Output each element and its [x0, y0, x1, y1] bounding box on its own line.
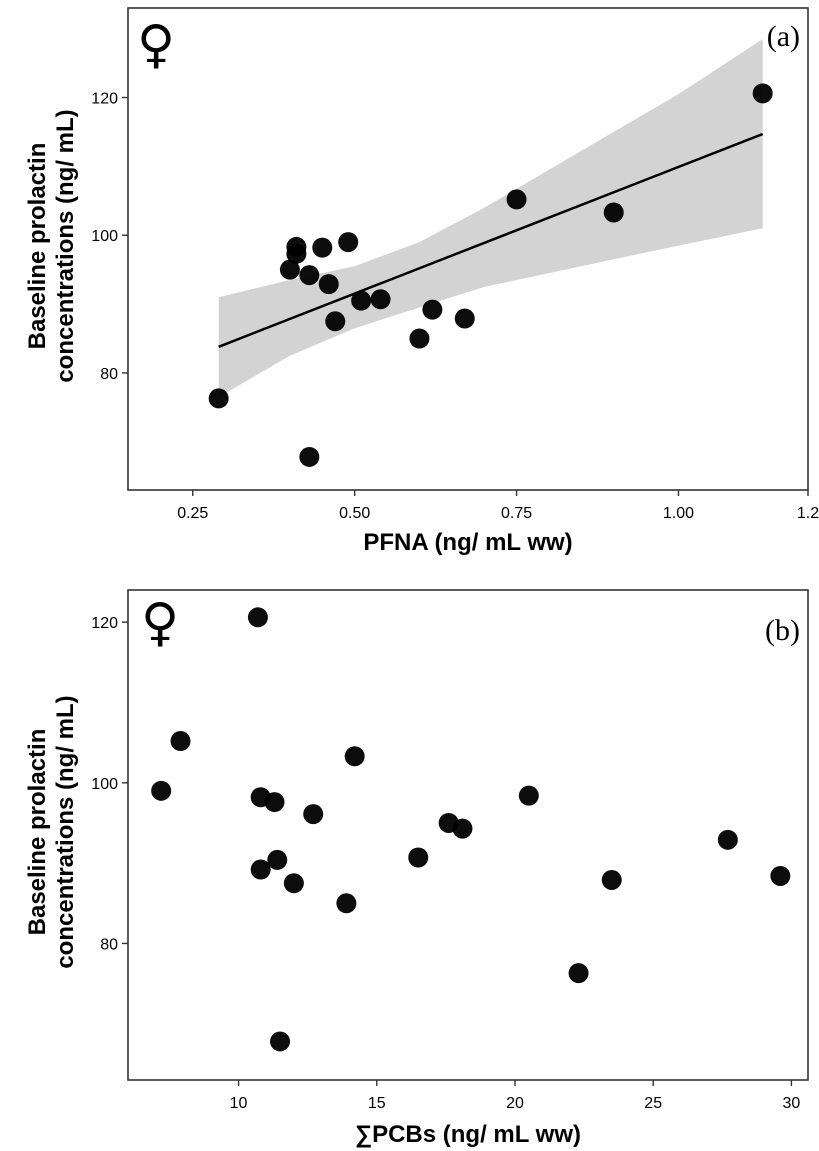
data-point	[336, 893, 357, 914]
y-tick-label: 120	[91, 91, 118, 108]
panel-label-a: (a)	[767, 20, 800, 53]
x-axis-label-b: ∑PCBs (ng/ mL ww)	[355, 1121, 581, 1148]
data-point	[568, 963, 589, 984]
x-tick-label: 1.2	[797, 505, 819, 522]
data-point	[506, 189, 527, 210]
y-axis-label-line1-a: Baseline prolactin	[24, 143, 51, 350]
plot-frame-b	[127, 589, 809, 1081]
data-point	[752, 83, 773, 104]
panel-label-b: (b)	[765, 614, 800, 647]
x-tick-label: 1.00	[663, 505, 694, 522]
data-point	[370, 289, 391, 310]
panel-b: 10 15 20 25 30 80 100 120 Baseline prolactin co…	[24, 589, 809, 1148]
panel-a: 0.25 0.50 0.75 1.00 1.2 80 100 120 Baseline pro…	[24, 7, 819, 556]
female-symbol-icon-a: ♀	[137, 15, 175, 75]
y-tick-label: 100	[91, 228, 118, 245]
data-point	[601, 869, 622, 890]
data-point	[351, 290, 372, 311]
data-point	[283, 873, 304, 894]
data-point	[303, 804, 324, 825]
regression-line-a	[218, 132, 764, 348]
data-point	[264, 792, 285, 813]
x-axis-label-a: PFNA (ng/ mL ww)	[363, 529, 572, 556]
x-tick-label: 20	[506, 1095, 524, 1112]
x-tick-label: 0.25	[177, 505, 208, 522]
x-tick-label: 0.50	[339, 505, 370, 522]
data-point	[299, 446, 320, 467]
female-symbol-icon-b: ♀	[141, 593, 179, 653]
data-point	[408, 847, 429, 868]
y-tick-label: 100	[91, 776, 118, 793]
data-point	[452, 818, 473, 839]
data-point	[170, 731, 191, 752]
data-point	[717, 829, 738, 850]
data-point	[312, 237, 333, 258]
data-point	[409, 328, 430, 349]
data-point	[151, 780, 172, 801]
y-axis-label-line2-a: concentrations (ng/ mL)	[52, 109, 79, 382]
y-axis-label-line1-b: Baseline prolactin	[24, 729, 51, 936]
data-point	[279, 259, 300, 280]
x-tick-label: 30	[783, 1095, 801, 1112]
x-tick-label: 25	[644, 1095, 662, 1112]
data-point	[270, 1031, 291, 1052]
data-point	[299, 265, 320, 286]
y-tick-label: 80	[100, 936, 118, 953]
y-tick-label: 80	[100, 366, 118, 383]
data-point	[770, 865, 791, 886]
data-point	[422, 299, 443, 320]
data-point	[518, 785, 539, 806]
data-point	[603, 202, 624, 223]
x-tick-label: 15	[368, 1095, 386, 1112]
data-point	[325, 311, 346, 332]
data-point	[318, 274, 339, 295]
data-point	[454, 308, 475, 329]
data-point	[286, 243, 307, 264]
y-tick-label: 120	[91, 615, 118, 632]
data-point	[247, 607, 268, 628]
y-axis-label-line2-b: concentrations (ng/ mL)	[52, 695, 79, 968]
data-point	[250, 859, 271, 880]
data-point	[208, 388, 229, 409]
data-point	[344, 746, 365, 767]
data-point	[338, 232, 359, 253]
x-tick-label: 0.75	[501, 505, 532, 522]
plot-frame-a	[127, 7, 809, 491]
data-point	[267, 849, 288, 870]
x-tick-label: 10	[230, 1095, 248, 1112]
